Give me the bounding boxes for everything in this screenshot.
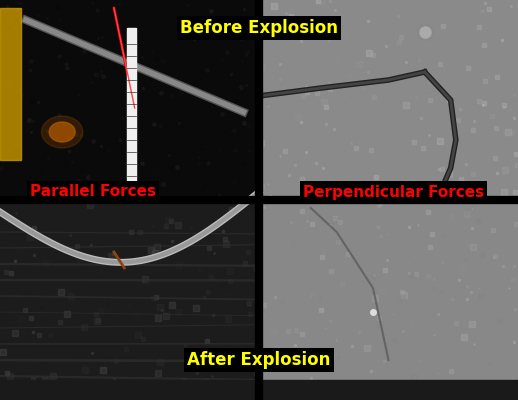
Bar bbox=[127, 28, 136, 180]
Text: After Explosion: After Explosion bbox=[188, 351, 330, 369]
Text: Parallel Forces: Parallel Forces bbox=[30, 184, 156, 200]
Bar bbox=[0, 0, 259, 200]
Text: Perpendicular Forces: Perpendicular Forces bbox=[303, 184, 484, 200]
Bar bbox=[0, 200, 259, 400]
Bar bbox=[259, 0, 518, 200]
Circle shape bbox=[49, 122, 75, 142]
Bar bbox=[0, 8, 21, 160]
Circle shape bbox=[41, 116, 83, 148]
Bar bbox=[259, 200, 518, 400]
Text: Before Explosion: Before Explosion bbox=[180, 19, 338, 37]
Bar bbox=[0, 380, 518, 400]
